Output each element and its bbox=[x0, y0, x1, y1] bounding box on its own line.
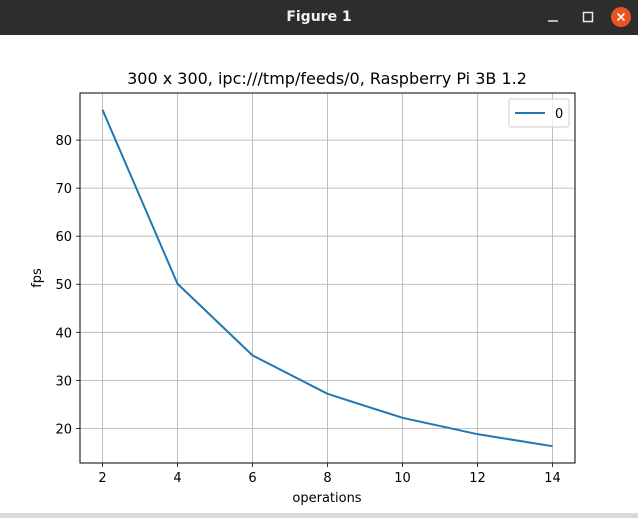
legend-label: 0 bbox=[555, 107, 563, 122]
x-tick-label: 14 bbox=[544, 471, 561, 486]
maximize-icon bbox=[582, 11, 594, 23]
y-tick-label: 20 bbox=[55, 422, 72, 437]
y-axis-label: fps bbox=[30, 268, 45, 288]
y-tick-label: 40 bbox=[55, 326, 72, 341]
plot-frame bbox=[79, 92, 576, 464]
y-tick-label: 50 bbox=[55, 278, 72, 293]
window-titlebar: Figure 1 bbox=[0, 0, 638, 35]
bottom-strip bbox=[0, 509, 638, 513]
grid bbox=[80, 93, 575, 463]
maximize-button[interactable] bbox=[578, 7, 598, 27]
x-tick-label: 4 bbox=[173, 471, 181, 486]
y-tick-label: 70 bbox=[55, 182, 72, 197]
x-tick-label: 10 bbox=[394, 471, 411, 486]
y-tick-label: 60 bbox=[55, 230, 72, 245]
line-chart: 300 x 300, ipc:///tmp/feeds/0, Raspberry… bbox=[0, 69, 638, 513]
axes: 2 4 6 8 10 12 14 20 30 40 50 60 70 80 bbox=[55, 134, 560, 486]
y-tick-label: 80 bbox=[55, 134, 72, 149]
legend: 0 bbox=[508, 98, 570, 128]
close-button[interactable] bbox=[611, 7, 631, 27]
series-layer bbox=[101, 109, 553, 448]
x-tick-label: 8 bbox=[323, 471, 331, 486]
chart-title: 300 x 300, ipc:///tmp/feeds/0, Raspberry… bbox=[127, 69, 527, 88]
x-tick-label: 2 bbox=[98, 471, 106, 486]
x-tick-label: 6 bbox=[248, 471, 256, 486]
window-bottom-border bbox=[0, 513, 638, 518]
minimize-icon bbox=[548, 20, 558, 22]
x-axis-label: operations bbox=[292, 491, 361, 506]
window-title: Figure 1 bbox=[286, 9, 352, 25]
figure-canvas: 300 x 300, ipc:///tmp/feeds/0, Raspberry… bbox=[0, 35, 638, 513]
minimize-button[interactable] bbox=[543, 7, 563, 27]
y-tick-label: 30 bbox=[55, 374, 72, 389]
close-icon bbox=[616, 12, 626, 22]
x-tick-label: 12 bbox=[469, 471, 486, 486]
